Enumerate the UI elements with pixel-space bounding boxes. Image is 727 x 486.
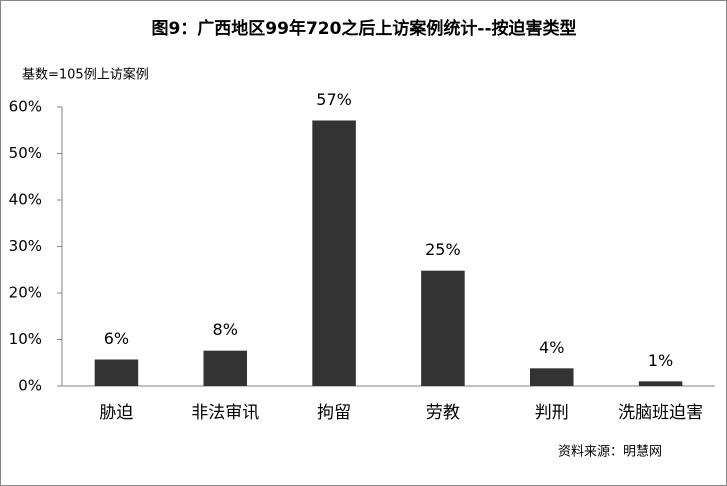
data-label: 1% bbox=[648, 351, 673, 370]
x-tick-label: 胁迫 bbox=[99, 403, 133, 423]
data-label: 6% bbox=[104, 329, 129, 348]
data-label: 8% bbox=[213, 320, 238, 339]
x-tick-label: 判刑 bbox=[535, 403, 569, 423]
bar bbox=[312, 120, 356, 387]
y-tick-label: 60% bbox=[9, 98, 42, 116]
bar bbox=[529, 368, 574, 386]
data-label: 4% bbox=[539, 338, 564, 357]
chart-title: 图9：广西地区99年720之后上访案例统计--按迫害类型 bbox=[151, 18, 576, 39]
data-label: 25% bbox=[425, 240, 461, 259]
x-tick-label: 洗脑班迫害 bbox=[618, 403, 703, 423]
subtitle: 基数=105例上访案例 bbox=[22, 68, 149, 83]
x-tick-label: 拘留 bbox=[317, 403, 351, 423]
bar bbox=[638, 381, 683, 386]
data-label: 57% bbox=[316, 90, 352, 109]
y-tick-label: 0% bbox=[18, 377, 42, 395]
y-tick-label: 50% bbox=[9, 144, 42, 162]
y-tick-label: 30% bbox=[9, 237, 42, 255]
source-note: 资料来源：明慧网 bbox=[558, 444, 662, 460]
y-tick-label: 20% bbox=[9, 284, 42, 302]
bar bbox=[203, 350, 248, 386]
y-tick-label: 40% bbox=[9, 191, 42, 209]
x-tick-label: 劳教 bbox=[426, 403, 460, 423]
y-tick-label: 10% bbox=[9, 330, 42, 348]
x-tick-label: 非法审讯 bbox=[191, 403, 259, 423]
bar bbox=[94, 359, 139, 386]
bar bbox=[421, 270, 465, 386]
